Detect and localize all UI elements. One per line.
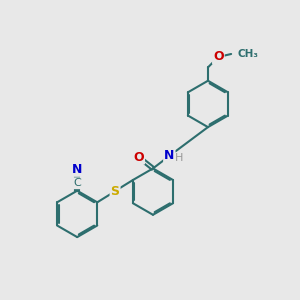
Text: O: O xyxy=(134,151,144,164)
Text: CH₃: CH₃ xyxy=(237,49,258,59)
Text: C: C xyxy=(73,178,81,188)
Text: N: N xyxy=(72,163,83,176)
Text: S: S xyxy=(111,185,120,198)
Text: H: H xyxy=(175,153,183,163)
Text: N: N xyxy=(164,149,175,162)
Text: O: O xyxy=(213,50,224,64)
